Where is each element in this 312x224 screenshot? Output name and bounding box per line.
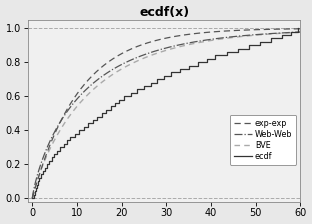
Title: ecdf(x): ecdf(x) (139, 6, 189, 19)
Web-Web (58, 121, 61, 124)
exp-exp (239, 29, 243, 32)
ecdf (62, 142, 66, 145)
ecdf (162, 74, 166, 77)
Web-Web (214, 37, 218, 40)
BVE (299, 31, 302, 34)
ecdf (142, 85, 146, 87)
exp-exp (214, 30, 218, 33)
Legend: exp-exp, Web-Web, BVE, ecdf: exp-exp, Web-Web, BVE, ecdf (230, 115, 296, 165)
BVE (139, 58, 143, 61)
exp-exp (149, 41, 152, 43)
BVE (239, 35, 243, 38)
BVE (214, 38, 218, 41)
Line: BVE: BVE (32, 32, 300, 198)
Line: Web-Web: Web-Web (32, 32, 300, 198)
ecdf (58, 146, 62, 149)
ecdf (47, 159, 51, 162)
exp-exp (31, 197, 34, 199)
ecdf (296, 27, 300, 30)
Web-Web (299, 31, 302, 33)
exp-exp (299, 28, 302, 30)
Web-Web (239, 34, 243, 37)
Web-Web (139, 55, 143, 57)
exp-exp (139, 44, 143, 47)
Web-Web (149, 51, 152, 54)
BVE (31, 197, 34, 199)
exp-exp (58, 122, 61, 125)
Web-Web (31, 197, 34, 199)
Web-Web (244, 34, 248, 37)
BVE (244, 35, 248, 37)
ecdf (290, 30, 293, 33)
exp-exp (244, 29, 248, 31)
BVE (149, 54, 152, 57)
ecdf (31, 197, 34, 199)
BVE (58, 129, 61, 132)
Line: ecdf: ecdf (32, 28, 298, 198)
Line: exp-exp: exp-exp (32, 29, 300, 198)
